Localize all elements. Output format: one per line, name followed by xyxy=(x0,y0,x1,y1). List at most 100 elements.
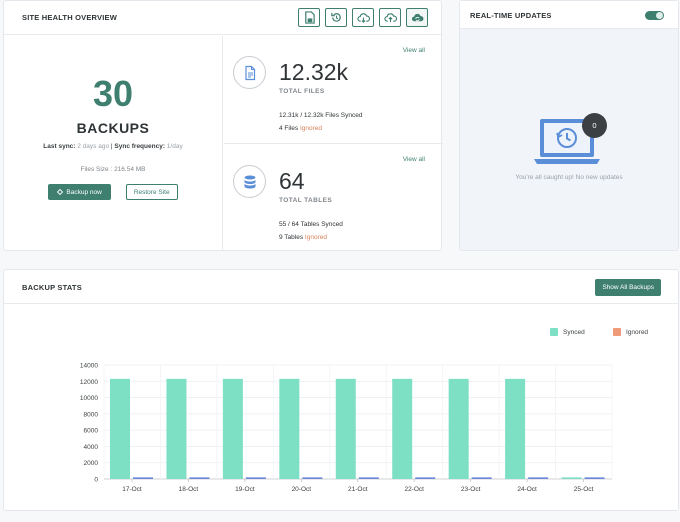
sync-frequency-label: Sync frequency: xyxy=(114,143,165,150)
bar-secondary xyxy=(302,477,323,479)
x-tick-label: 25-Oct xyxy=(574,486,594,493)
sync-separator: | xyxy=(110,143,113,150)
tables-synced-line: 55 / 64 Tables Synced xyxy=(279,221,343,228)
show-all-backups-label: Show All Backups xyxy=(602,284,654,291)
realtime-updates-card: REAL-TIME UPDATES 0 You're all caught up… xyxy=(459,0,679,251)
realtime-updates-toggle[interactable] xyxy=(645,11,664,20)
tables-ignored-line: 9 Tables Ignored xyxy=(279,234,327,241)
files-ignored-count: 4 Files xyxy=(279,125,299,132)
x-tick-label: 24-Oct xyxy=(517,486,537,493)
x-tick-label: 18-Oct xyxy=(179,486,199,493)
cloud-download-icon xyxy=(356,13,370,23)
backup-stats-card: BACKUP STATS Show All Backups Synced Ign… xyxy=(3,269,679,511)
bar-synced xyxy=(335,378,356,479)
sync-info: Last sync: 2 days ago | Sync frequency: … xyxy=(4,143,222,150)
total-tables-count: 64 xyxy=(279,168,305,194)
cloud-upload-icon xyxy=(383,13,397,23)
database-icon xyxy=(233,165,266,198)
laptop-history-icon xyxy=(534,119,600,164)
bar-secondary xyxy=(471,477,492,479)
total-tables-block: View all 64 TOTAL TABLES 55 / 64 Tables … xyxy=(224,145,443,251)
y-tick-label: 4000 xyxy=(84,444,99,451)
x-tick-label: 21-Oct xyxy=(348,486,368,493)
x-tick-label: 22-Oct xyxy=(404,486,424,493)
updates-empty-message: You're all caught up! No new updates xyxy=(515,174,623,181)
backups-summary: 30 BACKUPS Last sync: 2 days ago | Sync … xyxy=(4,36,223,251)
backups-count: 30 xyxy=(92,73,134,114)
diamond-icon xyxy=(57,189,64,195)
file-export-icon xyxy=(304,11,315,24)
y-tick-label: 12000 xyxy=(80,379,98,386)
x-tick-label: 19-Oct xyxy=(235,486,255,493)
y-tick-label: 8000 xyxy=(84,411,99,418)
tables-ignored-count: 9 Tables xyxy=(279,234,304,241)
y-tick-label: 2000 xyxy=(84,460,99,467)
cloud-sync-button[interactable] xyxy=(406,8,428,27)
cloud-sync-icon xyxy=(411,13,423,22)
total-tables-label: TOTAL TABLES xyxy=(279,197,333,204)
x-tick-label: 23-Oct xyxy=(461,486,481,493)
bar-synced xyxy=(505,378,526,479)
site-health-card: SITE HEALTH OVERVIEW 30 BACKUPS Last syn… xyxy=(3,0,443,251)
bar-secondary xyxy=(189,477,210,479)
files-size: Files Size : 216.54 MB xyxy=(80,166,146,173)
x-tick-label: 17-Oct xyxy=(122,486,142,493)
files-view-all-link[interactable]: View all xyxy=(402,47,425,54)
total-files-label: TOTAL FILES xyxy=(279,88,325,95)
last-sync-label: Last sync: xyxy=(43,143,76,150)
files-ignored-word: Ignored xyxy=(299,125,323,132)
cloud-download-button[interactable] xyxy=(352,8,374,27)
backup-now-button[interactable]: Backup now xyxy=(48,184,111,200)
legend-swatch-ignored xyxy=(613,328,621,336)
tables-synced-count: 55 / 64 xyxy=(279,221,299,228)
files-synced-count: 12.31k / 12.32k xyxy=(279,112,324,119)
site-health-title: SITE HEALTH OVERVIEW xyxy=(22,13,117,22)
show-all-backups-button[interactable]: Show All Backups xyxy=(595,279,661,296)
cloud-upload-button[interactable] xyxy=(379,8,401,27)
x-tick-label: 20-Oct xyxy=(292,486,312,493)
backup-stats-header: BACKUP STATS Show All Backups xyxy=(4,270,678,304)
bar-synced xyxy=(448,378,469,479)
bar-secondary xyxy=(245,477,266,479)
bar-secondary xyxy=(528,477,549,479)
bar-synced xyxy=(166,378,187,479)
total-files-count: 12.32k xyxy=(279,59,349,85)
total-files-block: View all 12.32k TOTAL FILES 12.31k / 12.… xyxy=(224,36,443,144)
restore-button[interactable] xyxy=(325,8,347,27)
tables-ignored-word: Ignored xyxy=(304,234,327,241)
legend-item-synced[interactable]: Synced xyxy=(550,328,585,336)
last-sync-value: 2 days ago xyxy=(77,143,110,150)
backups-label: BACKUPS xyxy=(76,120,150,136)
sync-frequency-value: 1/day xyxy=(166,143,183,150)
bar-secondary xyxy=(133,477,153,479)
bar-secondary xyxy=(584,477,605,479)
bar-secondary xyxy=(358,477,379,479)
legend-item-ignored[interactable]: Ignored xyxy=(613,328,648,336)
health-toolbar xyxy=(298,8,428,27)
y-tick-label: 14000 xyxy=(80,363,98,370)
backup-stats-title: BACKUP STATS xyxy=(22,283,82,292)
bar-synced xyxy=(222,378,243,479)
y-tick-label: 6000 xyxy=(84,428,99,435)
backup-actions: Backup now Restore Site xyxy=(4,184,222,200)
tables-synced-suffix: Tables Synced xyxy=(300,221,343,228)
legend-label-synced: Synced xyxy=(563,328,585,336)
restore-icon xyxy=(330,12,341,22)
tables-view-all-link[interactable]: View all xyxy=(402,156,425,163)
bar-synced xyxy=(279,378,300,479)
bar-synced xyxy=(561,477,582,479)
file-icon xyxy=(233,56,266,89)
y-tick-label: 0 xyxy=(94,477,98,484)
bar-synced xyxy=(392,378,413,479)
restore-site-label: Restore Site xyxy=(133,188,170,196)
files-ignored-line: 4 Files Ignored xyxy=(279,125,322,132)
files-synced-line: 12.31k / 12.32k Files Synced xyxy=(279,112,362,119)
realtime-updates-header: REAL-TIME UPDATES xyxy=(460,1,678,29)
file-export-button[interactable] xyxy=(298,8,320,27)
y-tick-label: 10000 xyxy=(80,395,98,402)
updates-count-badge: 0 xyxy=(582,113,607,138)
site-health-header: SITE HEALTH OVERVIEW xyxy=(4,1,441,35)
legend-label-ignored: Ignored xyxy=(626,328,649,336)
restore-site-button[interactable]: Restore Site xyxy=(125,184,178,200)
realtime-updates-title: REAL-TIME UPDATES xyxy=(470,11,552,20)
